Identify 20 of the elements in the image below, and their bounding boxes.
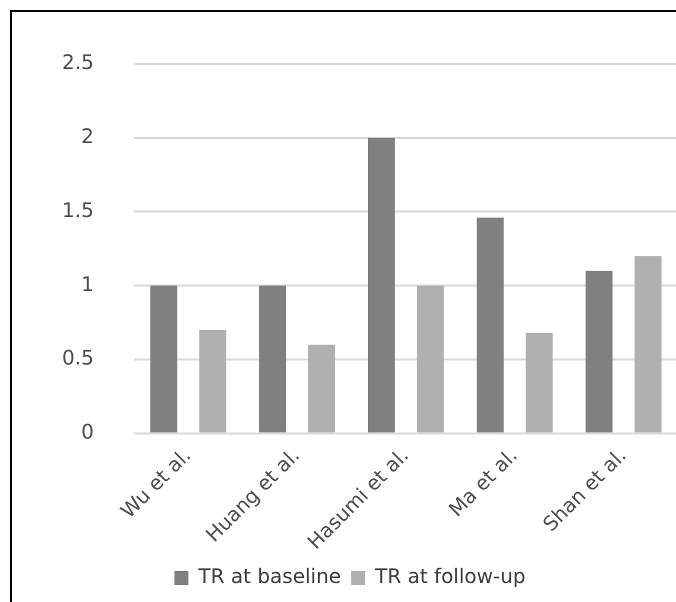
- bar: [199, 330, 226, 432]
- y-tick-label: 1: [81, 272, 94, 296]
- bar: [586, 270, 613, 432]
- bar: [476, 218, 504, 432]
- bar: [526, 332, 553, 432]
- legend-label: TR at baseline: [197, 564, 342, 588]
- y-tick-label: 1.5: [62, 198, 94, 222]
- y-tick-label: 2.5: [62, 50, 94, 74]
- bar: [150, 286, 178, 432]
- y-tick-label: 2: [81, 124, 94, 148]
- bar: [416, 286, 444, 432]
- bar: [259, 286, 286, 432]
- bar: [368, 138, 395, 432]
- x-tick-label: Wu et al.: [116, 443, 196, 523]
- legend-label: TR at follow-up: [374, 564, 526, 588]
- bar: [634, 256, 662, 432]
- y-tick-label: 0.5: [62, 346, 94, 370]
- bar: [308, 344, 336, 432]
- x-tick-label: Ma et al.: [444, 443, 522, 522]
- y-tick-label: 0: [81, 420, 94, 444]
